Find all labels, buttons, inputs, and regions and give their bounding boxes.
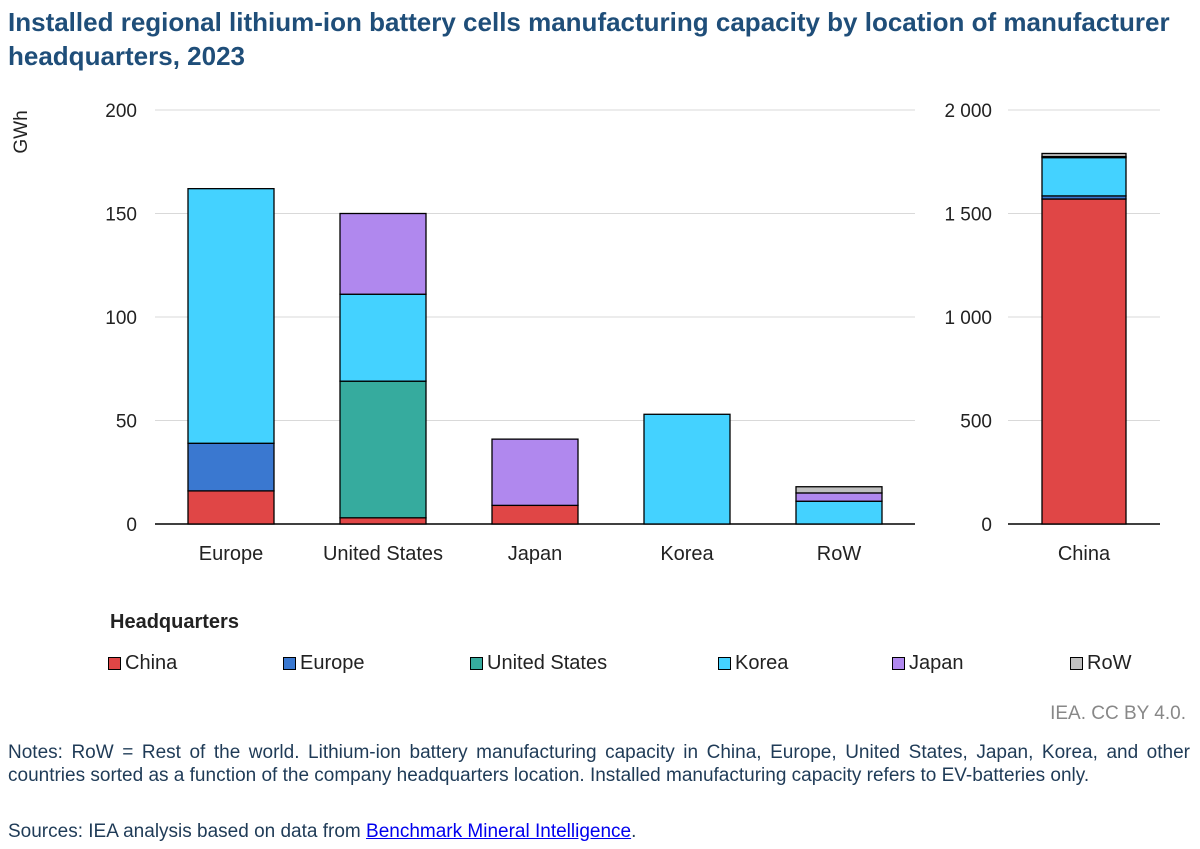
- category-label-united-states: United States: [323, 543, 443, 565]
- legend-item-china: China: [108, 652, 177, 675]
- legend-item-row: RoW: [1070, 652, 1131, 675]
- bar-china-row: [1041, 152, 1127, 158]
- category-label-korea: Korea: [660, 543, 714, 565]
- legend-label: RoW: [1087, 652, 1132, 674]
- bar-korea-korea: [643, 413, 731, 525]
- y-tick-label: 50: [116, 412, 137, 433]
- y-tick-label: 150: [105, 205, 137, 226]
- notes-text: Notes: RoW = Rest of the world. Lithium-…: [8, 742, 1190, 786]
- bar-united-states-china: [339, 517, 427, 525]
- legend-swatch: [283, 657, 296, 670]
- bar-row-korea: [795, 500, 883, 525]
- category-label-china: China: [1058, 543, 1111, 565]
- legend-label: United States: [487, 652, 608, 674]
- legend-item-united-states: United States: [470, 652, 607, 675]
- y-axis-label: GWh: [11, 110, 32, 153]
- legend-label: Korea: [735, 652, 789, 674]
- sources-prefix: Sources: IEA analysis based on data from: [8, 821, 367, 842]
- bar-europe-korea: [187, 188, 275, 444]
- y-tick-label: 100: [105, 308, 137, 329]
- y-tick-label: 0: [126, 515, 137, 536]
- legend: China Europe United States Korea Japan RoW: [0, 652, 1200, 678]
- bar-row-row: [795, 486, 883, 494]
- bar-united-states-united-states: [339, 380, 427, 519]
- chart-title: Installed regional lithium-ion battery c…: [8, 7, 1170, 71]
- sources-suffix: .: [631, 821, 637, 842]
- legend-label: Europe: [300, 652, 365, 674]
- y-tick-label: 1 000: [944, 308, 992, 329]
- bar-europe-china: [187, 490, 275, 525]
- y-tick-label: 200: [105, 101, 137, 122]
- category-label-japan: Japan: [508, 543, 563, 565]
- legend-swatch: [718, 657, 731, 670]
- bar-row-japan: [795, 492, 883, 502]
- bar-china-china: [1041, 198, 1127, 525]
- legend-item-europe: Europe: [283, 652, 365, 675]
- bar-united-states-japan: [339, 212, 427, 295]
- legend-swatch: [108, 657, 121, 670]
- sources-link[interactable]: Benchmark Mineral Intelligence: [366, 821, 632, 842]
- y-tick-label: 0: [981, 515, 992, 536]
- legend-item-japan: Japan: [892, 652, 964, 675]
- bar-china-korea: [1041, 156, 1127, 197]
- bar-japan-japan: [491, 438, 579, 507]
- y-tick-label: 2 000: [944, 101, 992, 122]
- credit-text: IEA. CC BY 4.0.: [1050, 703, 1186, 724]
- legend-label: China: [125, 652, 178, 674]
- category-label-europe: Europe: [199, 543, 264, 565]
- y-tick-label: 500: [960, 412, 992, 433]
- legend-swatch: [892, 657, 905, 670]
- bar-europe-europe: [187, 442, 275, 492]
- legend-title: Headquarters: [110, 611, 239, 633]
- legend-item-korea: Korea: [718, 652, 788, 675]
- y-tick-label: 1 500: [944, 205, 992, 226]
- legend-swatch: [1070, 657, 1083, 670]
- bar-japan-china: [491, 504, 579, 525]
- category-label-row: RoW: [817, 543, 862, 565]
- legend-swatch: [470, 657, 483, 670]
- bar-united-states-korea: [339, 293, 427, 382]
- sources-line: Sources: IEA analysis based on data from…: [8, 821, 636, 843]
- legend-label: Japan: [909, 652, 964, 674]
